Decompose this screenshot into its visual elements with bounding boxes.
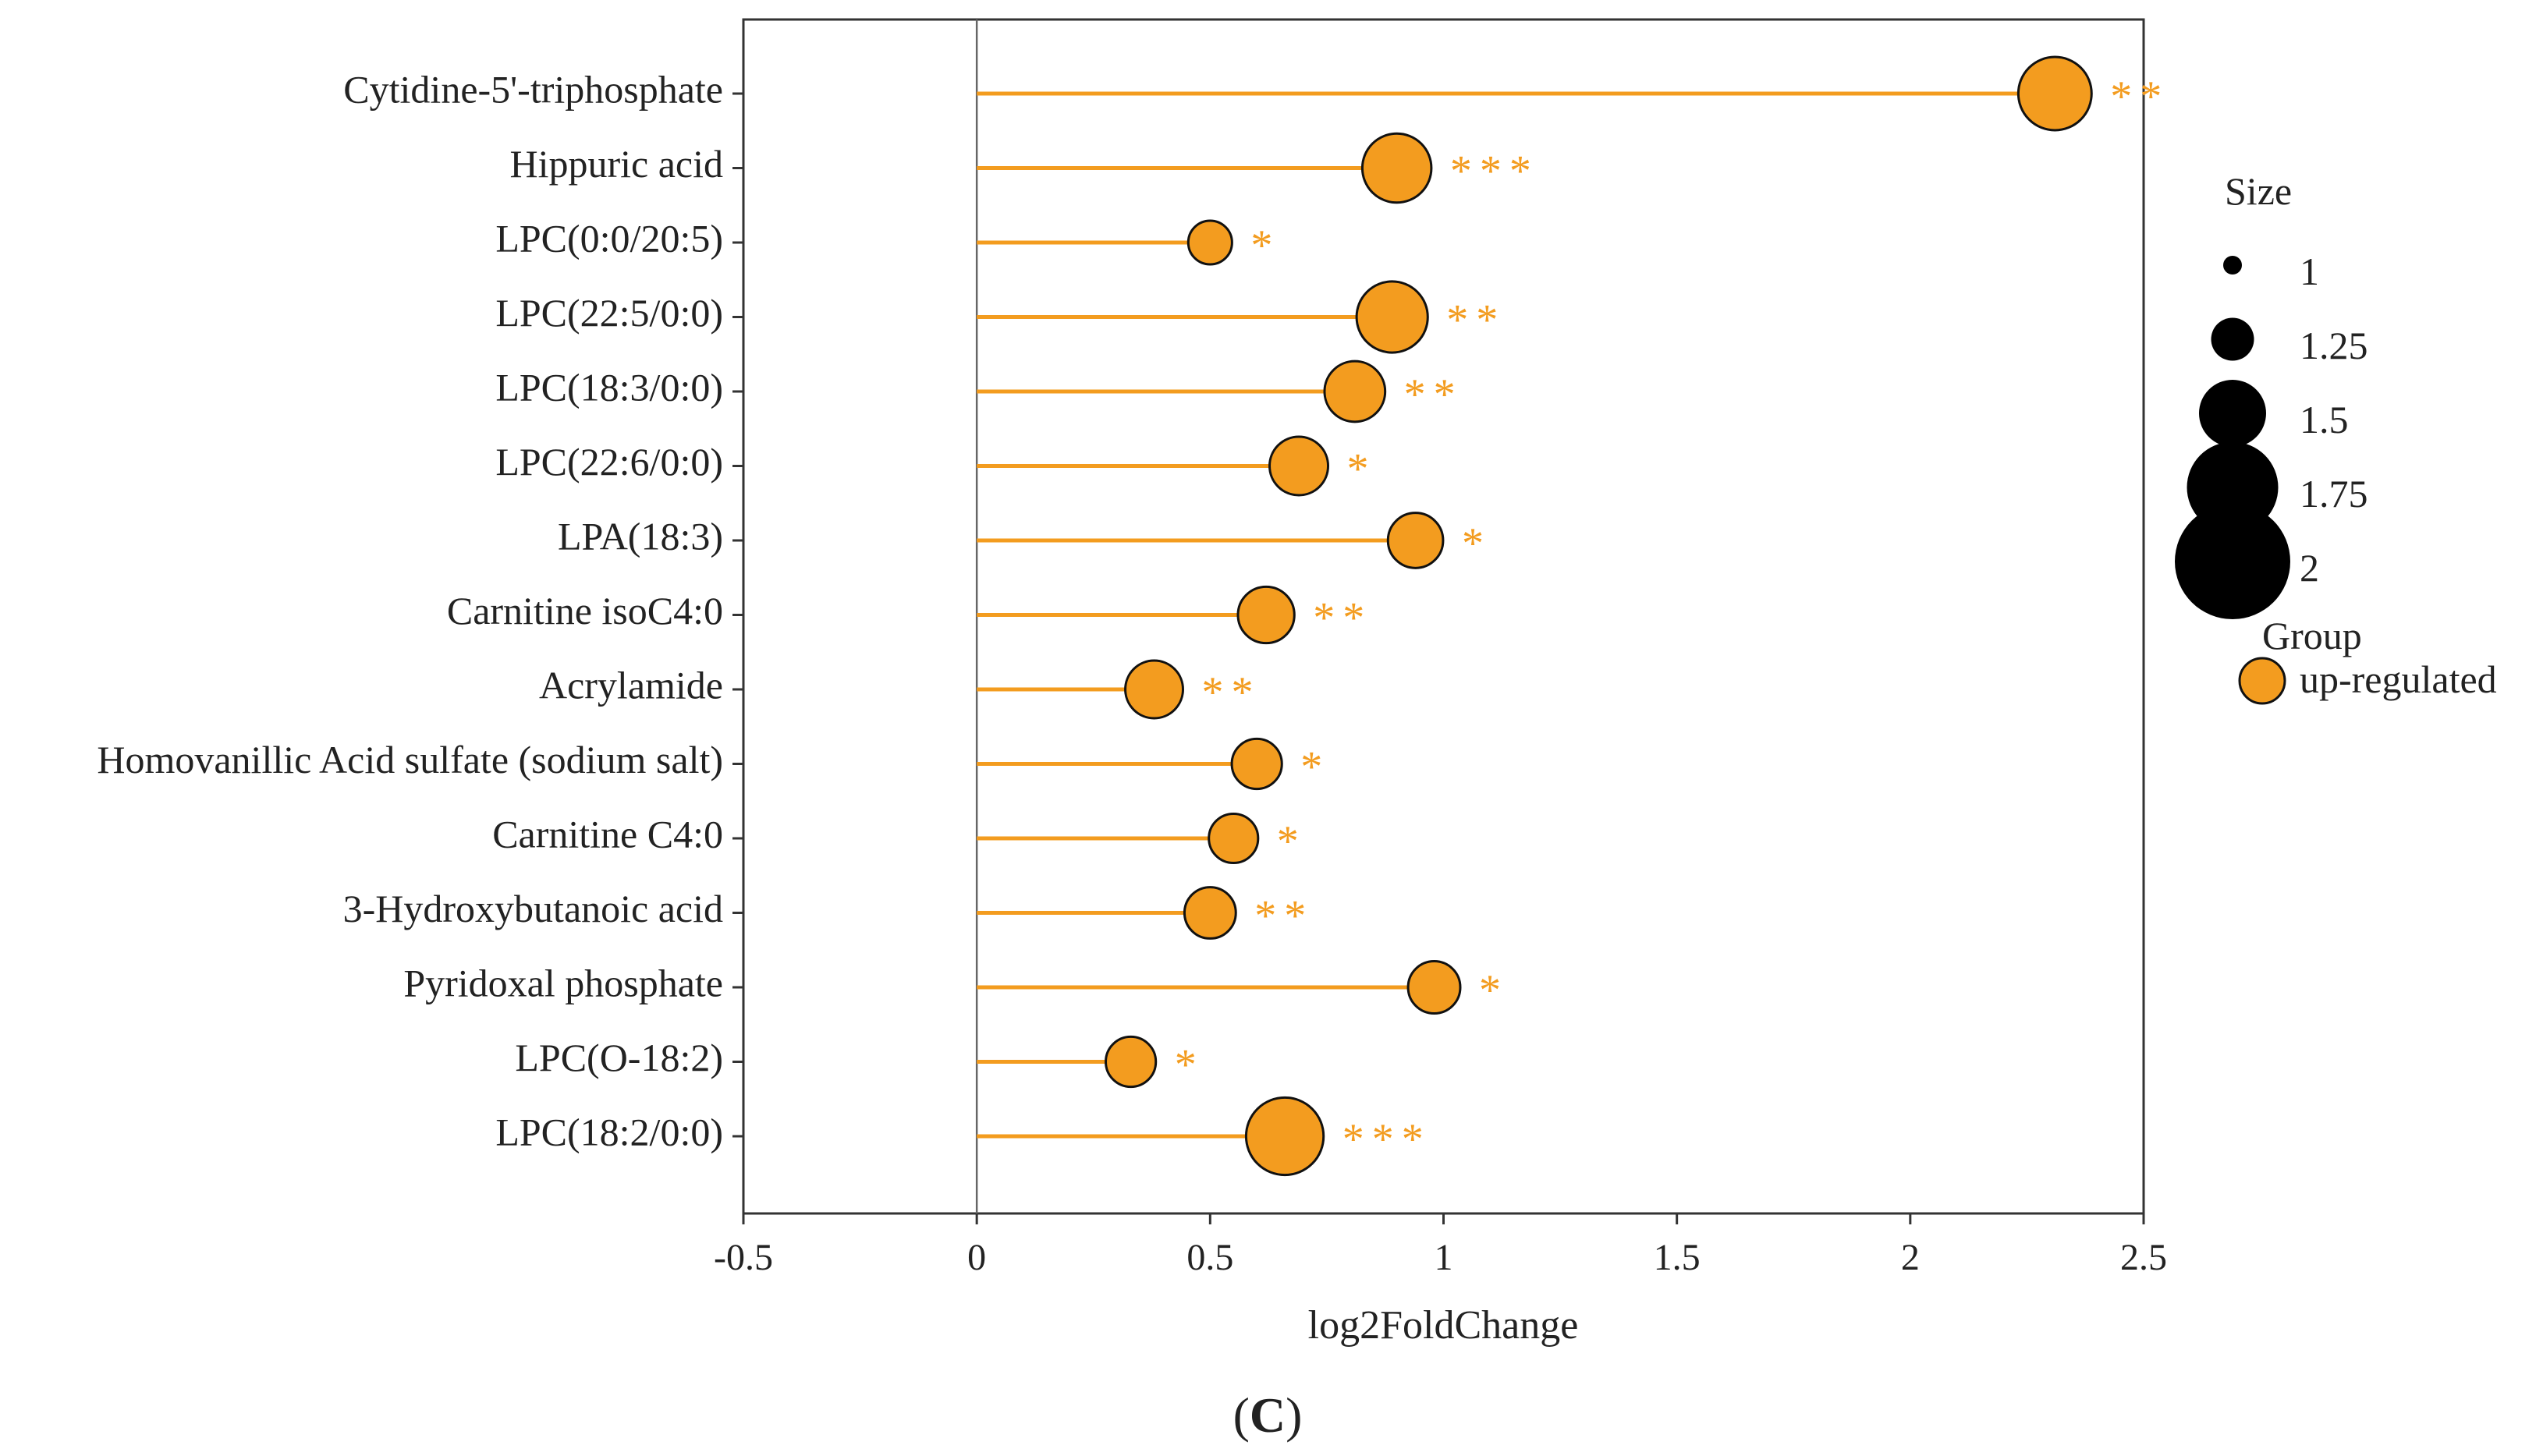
significance-label: *** <box>1450 147 1539 196</box>
y-tick-label: Acrylamide <box>539 663 723 707</box>
x-tick-label: 2 <box>1901 1237 1920 1278</box>
legend: Size 1 1.25 1.5 1.75 2 Group up-regulated <box>2175 169 2497 705</box>
significance-label: ** <box>1446 296 1506 345</box>
panel-label: (C) <box>1233 1387 1303 1443</box>
lollipop-dot <box>1208 812 1260 865</box>
lollipop-dot <box>1186 219 1233 266</box>
panel-label-letter: C <box>1250 1387 1286 1443</box>
significance-label: *** <box>1342 1115 1431 1164</box>
lollipop-dot <box>1230 737 1283 791</box>
y-tick-label: LPA(18:3) <box>558 514 723 558</box>
y-tick-label: Carnitine C4:0 <box>492 812 723 856</box>
y-tick-label: Pyridoxal phosphate <box>403 961 723 1004</box>
x-tick-label: 0 <box>967 1237 986 1278</box>
lollipop-dot <box>1386 512 1445 569</box>
lollipop-dot <box>1406 960 1462 1015</box>
panel-label-open: ( <box>1233 1387 1250 1443</box>
y-tick-label: Cytidine-5'-triphosphate <box>343 67 723 111</box>
size-legend-title: Size <box>2225 169 2292 213</box>
y-tick-label: Homovanillic Acid sulfate (sodium salt) <box>97 738 723 781</box>
y-tick-label: LPC(18:3/0:0) <box>495 365 723 409</box>
lollipop-dot <box>1124 659 1184 720</box>
y-tick-label: LPC(0:0/20:5) <box>495 216 723 260</box>
significance-label: * <box>1462 519 1491 568</box>
significance-label: ** <box>1404 370 1463 419</box>
x-axis-title: log2FoldChange <box>1308 1303 1579 1348</box>
significance-label: * <box>1479 966 1509 1015</box>
group-legend-label: up-regulated <box>2300 657 2497 701</box>
significance-label: * <box>1300 743 1330 792</box>
lollipop-dot <box>1323 360 1387 423</box>
group-legend-title: Group <box>2262 614 2362 657</box>
size-legend-label: 1.25 <box>2300 324 2368 367</box>
y-tick-label: 3-Hydroxybutanoic acid <box>343 887 723 930</box>
significance-label: ** <box>2110 73 2169 121</box>
x-tick-label: 1 <box>1435 1237 1453 1278</box>
x-tick-label: 0.5 <box>1186 1237 1233 1278</box>
x-tick-label: -0.5 <box>714 1237 773 1278</box>
y-tick-label: LPC(22:5/0:0) <box>495 291 723 335</box>
group-legend-dot <box>2238 657 2286 705</box>
lollipop-dot <box>1355 280 1429 354</box>
size-legend-dot <box>2223 256 2242 275</box>
size-legend-label: 1.75 <box>2300 472 2368 515</box>
y-tick-label: LPC(18:2/0:0) <box>495 1110 723 1153</box>
size-legend-label: 1 <box>2300 250 2319 293</box>
size-legend-dot <box>2175 504 2290 619</box>
x-tick-label: 1.5 <box>1654 1237 1701 1278</box>
size-legend-dot <box>2199 380 2266 447</box>
size-legend-label: 1.5 <box>2300 398 2349 441</box>
significance-label: ** <box>1201 668 1261 717</box>
lollipop-dot <box>2016 55 2093 132</box>
size-legend-label: 2 <box>2300 546 2319 590</box>
y-tick-label: Carnitine isoC4:0 <box>447 589 723 632</box>
lollipop-dot <box>1360 132 1433 204</box>
lollipop-dot <box>1268 435 1330 497</box>
significance-label: * <box>1175 1041 1204 1089</box>
significance-label: * <box>1347 445 1377 494</box>
lollipop-dot <box>1105 1035 1158 1089</box>
size-legend-dot <box>2211 317 2254 361</box>
significance-label: * <box>1250 221 1280 270</box>
lollipop-dot <box>1236 585 1296 645</box>
lollipop-dot <box>1183 886 1237 940</box>
significance-label: ** <box>1313 594 1372 643</box>
significance-label: * <box>1277 817 1307 866</box>
significance-label: ** <box>1254 892 1314 941</box>
lollipop-dot <box>1244 1096 1325 1177</box>
y-tick-label: Hippuric acid <box>509 142 723 186</box>
y-tick-label: LPC(O-18:2) <box>515 1036 723 1079</box>
y-tick-label: LPC(22:6/0:0) <box>495 440 723 484</box>
x-tick-label: 2.5 <box>2120 1237 2167 1278</box>
plot-frame <box>742 18 2145 1215</box>
panel-label-close: ) <box>1286 1387 1302 1443</box>
